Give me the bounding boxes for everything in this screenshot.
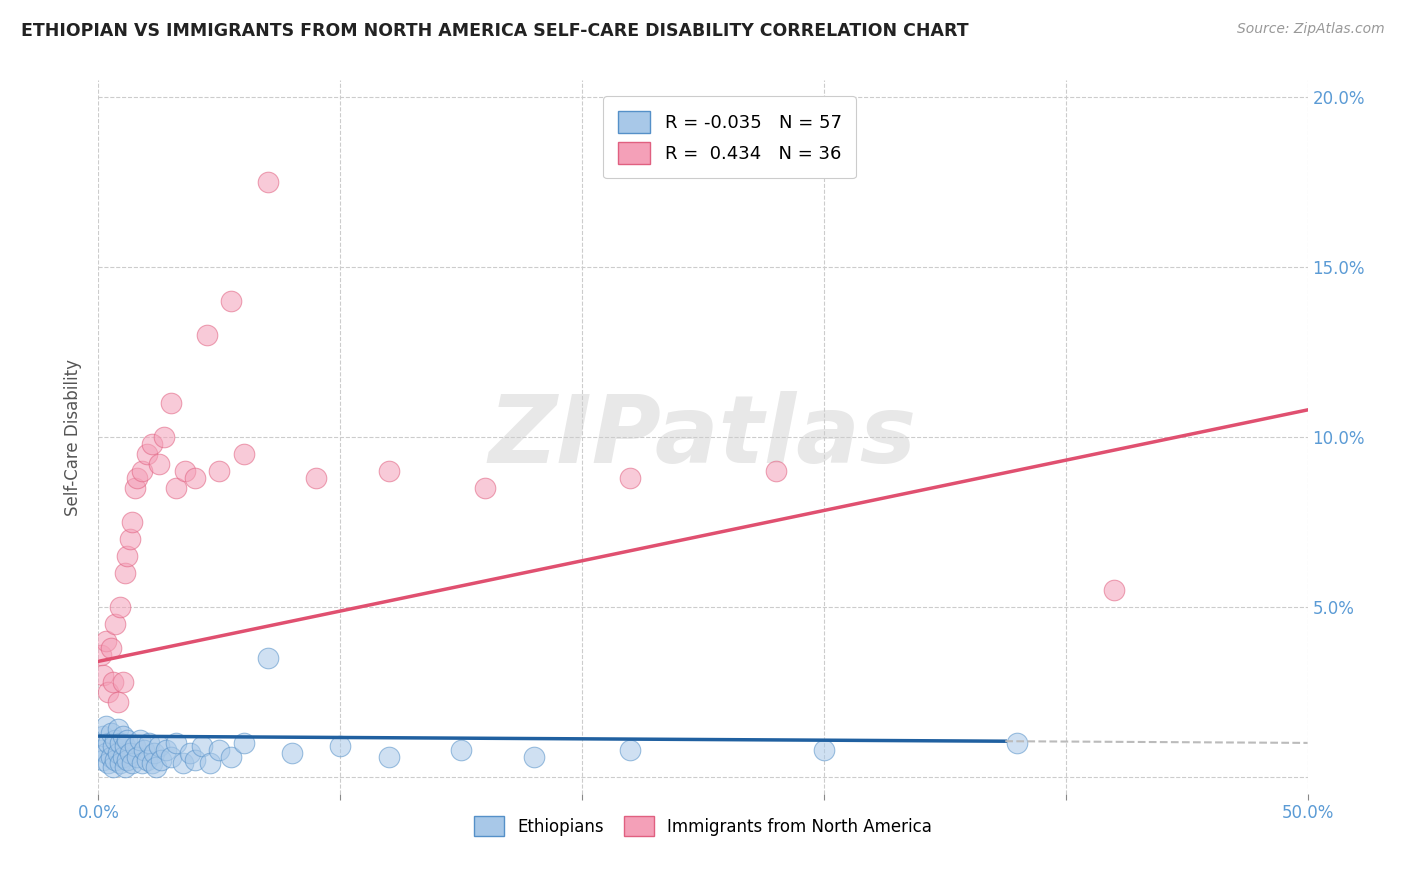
Point [450, 742, 472, 756]
Point [184, 753, 207, 767]
Text: ETHIOPIAN VS IMMIGRANTS FROM NORTH AMERICA SELF-CARE DISABILITY CORRELATION CHAR: ETHIOPIAN VS IMMIGRANTS FROM NORTH AMERI… [21, 22, 969, 40]
Point [619, 742, 641, 756]
Point [150, 753, 173, 767]
Point [195, 328, 218, 343]
Point [256, 175, 278, 189]
Text: Source: ZipAtlas.com: Source: ZipAtlas.com [1237, 22, 1385, 37]
Point [1102, 582, 1125, 597]
Point [165, 736, 187, 750]
Point [523, 749, 546, 764]
Point [97, 685, 120, 699]
Point [135, 447, 157, 461]
Point [104, 617, 127, 632]
Point [377, 464, 399, 478]
Point [305, 471, 328, 485]
Point [165, 481, 187, 495]
Point [111, 674, 134, 689]
Point [232, 447, 254, 461]
Point [101, 674, 124, 689]
Point [191, 739, 214, 754]
Point [148, 739, 170, 754]
Point [90, 648, 112, 662]
Point [128, 732, 150, 747]
Y-axis label: Self-Care Disability: Self-Care Disability [65, 359, 83, 516]
Point [256, 651, 278, 665]
Point [131, 464, 153, 478]
Point [118, 532, 141, 546]
Point [117, 549, 139, 563]
Point [765, 464, 787, 478]
Point [148, 457, 170, 471]
Point [1007, 736, 1029, 750]
Point [111, 749, 134, 764]
Legend: Ethiopians, Immigrants from North America: Ethiopians, Immigrants from North Americ… [461, 803, 945, 850]
Point [152, 430, 174, 444]
Point [145, 760, 167, 774]
Point [117, 732, 139, 747]
Point [329, 739, 352, 754]
Point [108, 599, 131, 614]
Point [141, 437, 163, 451]
Point [184, 471, 207, 485]
Point [124, 739, 146, 754]
Point [94, 746, 117, 760]
Point [377, 749, 399, 764]
Point [114, 739, 136, 754]
Point [94, 719, 117, 733]
Point [100, 725, 122, 739]
Point [143, 746, 166, 760]
Point [114, 566, 136, 580]
Point [127, 749, 149, 764]
Point [198, 756, 221, 771]
Text: ZIPatlas: ZIPatlas [489, 391, 917, 483]
Point [104, 732, 127, 747]
Point [474, 481, 496, 495]
Point [127, 471, 149, 485]
Point [121, 756, 143, 771]
Point [221, 749, 243, 764]
Point [160, 749, 183, 764]
Point [179, 746, 201, 760]
Point [221, 294, 243, 309]
Point [104, 753, 127, 767]
Point [90, 742, 112, 756]
Point [97, 736, 120, 750]
Point [107, 695, 129, 709]
Point [94, 634, 117, 648]
Point [160, 396, 183, 410]
Point [138, 736, 160, 750]
Point [100, 749, 122, 764]
Point [155, 742, 177, 756]
Point [107, 723, 129, 737]
Point [208, 742, 231, 756]
Point [135, 753, 157, 767]
Point [172, 756, 194, 771]
Point [114, 760, 136, 774]
Point [117, 753, 139, 767]
Point [174, 464, 197, 478]
Point [100, 640, 122, 655]
Point [101, 760, 124, 774]
Point [208, 464, 231, 478]
Point [111, 729, 134, 743]
Point [107, 746, 129, 760]
Point [121, 515, 143, 529]
Point [141, 756, 163, 771]
Point [813, 742, 835, 756]
Point [118, 746, 141, 760]
Point [97, 756, 120, 771]
Point [232, 736, 254, 750]
Point [108, 736, 131, 750]
Point [101, 739, 124, 754]
Point [124, 481, 146, 495]
Point [131, 756, 153, 771]
Point [134, 742, 156, 756]
Point [108, 756, 131, 771]
Point [91, 753, 114, 767]
Point [91, 729, 114, 743]
Point [281, 746, 304, 760]
Point [619, 471, 641, 485]
Point [91, 668, 114, 682]
